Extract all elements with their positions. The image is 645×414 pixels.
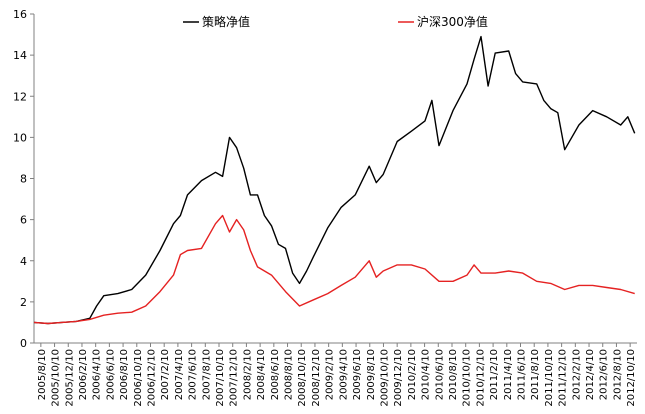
x-tick-label: 2008/2/10	[242, 349, 253, 400]
x-tick-label: 2012/2/10	[571, 349, 582, 400]
series-lines	[33, 35, 636, 325]
y-tick-label: 10	[13, 131, 27, 144]
x-tick-label: 2008/4/10	[256, 349, 267, 400]
x-tick-label: 2011/8/10	[530, 349, 541, 400]
x-tick-label: 2006/8/10	[119, 349, 130, 400]
x-tick-label: 2007/8/10	[201, 349, 212, 400]
x-tick-label: 2007/12/10	[229, 349, 240, 407]
x-tick-label: 2005/8/10	[37, 349, 48, 400]
y-tick-label: 16	[13, 8, 27, 21]
x-tick-label: 2005/12/10	[64, 349, 75, 407]
axes	[33, 14, 637, 344]
x-tick-label: 2006/2/10	[78, 349, 89, 400]
legend-label-strategy: 策略净值	[202, 14, 250, 29]
x-tick-label: 2008/8/10	[284, 349, 295, 400]
x-tick-label: 2012/10/10	[626, 349, 637, 407]
x-tick-label: 2009/4/10	[338, 349, 349, 400]
x-tick-label: 2009/6/10	[352, 349, 363, 400]
x-tick-label: 2010/8/10	[448, 349, 459, 400]
x-tick-label: 2006/4/10	[92, 349, 103, 400]
x-tick-label: 2008/6/10	[270, 349, 281, 400]
x-tick-label: 2010/12/10	[475, 349, 486, 407]
y-tick-label: 12	[13, 90, 27, 103]
x-tick-label: 2010/6/10	[434, 349, 445, 400]
x-tick-label: 2011/10/10	[544, 349, 555, 407]
legend: 策略净值 沪深300净值	[183, 14, 488, 29]
x-tick-label: 2008/10/10	[297, 349, 308, 407]
x-tick-label: 2009/12/10	[393, 349, 404, 407]
x-tick-label: 2011/2/10	[489, 349, 500, 400]
x-tick-label: 2011/12/10	[558, 349, 569, 407]
x-tick-label: 2007/4/10	[174, 349, 185, 400]
x-tick-label: 2010/4/10	[421, 349, 432, 400]
series-line-hs300	[33, 214, 635, 325]
series-line-strategy	[33, 35, 636, 325]
x-tick-label: 2006/6/10	[105, 349, 116, 400]
x-tick-label: 2010/10/10	[462, 349, 473, 407]
y-tick-label: 14	[13, 49, 27, 62]
x-tick-label: 2007/6/10	[188, 349, 199, 400]
y-tick-label: 8	[20, 173, 27, 186]
y-tick-label: 4	[20, 255, 27, 268]
x-tick-label: 2011/4/10	[503, 349, 514, 400]
y-tick-label: 0	[20, 337, 27, 350]
x-tick-label: 2011/6/10	[517, 349, 528, 400]
x-tick-label: 2009/10/10	[379, 349, 390, 407]
x-tick-label: 2010/2/10	[407, 349, 418, 400]
x-tick-label: 2007/2/10	[160, 349, 171, 400]
x-tick-label: 2006/12/10	[146, 349, 157, 407]
y-tick-label: 2	[20, 296, 27, 309]
x-tick-label: 2007/10/10	[215, 349, 226, 407]
x-tick-label: 2008/12/10	[311, 349, 322, 407]
x-tick-label: 2005/10/10	[51, 349, 62, 407]
x-tick-label: 2012/6/10	[599, 349, 610, 400]
x-tick-label: 2009/2/10	[325, 349, 336, 400]
legend-label-hs300: 沪深300净值	[417, 14, 488, 29]
x-tick-label: 2006/10/10	[133, 349, 144, 407]
x-tick-label: 2012/8/10	[612, 349, 623, 400]
x-tick-label: 2012/4/10	[585, 349, 596, 400]
y-tick-label: 6	[20, 214, 27, 227]
x-tick-label: 2009/8/10	[366, 349, 377, 400]
y-axis-ticks: 0 2 4 6 8 10 12 14 16	[13, 8, 34, 350]
x-axis-ticks: 2005/8/10 2005/10/10 2005/12/10 2006/2/10 20…	[37, 343, 637, 407]
